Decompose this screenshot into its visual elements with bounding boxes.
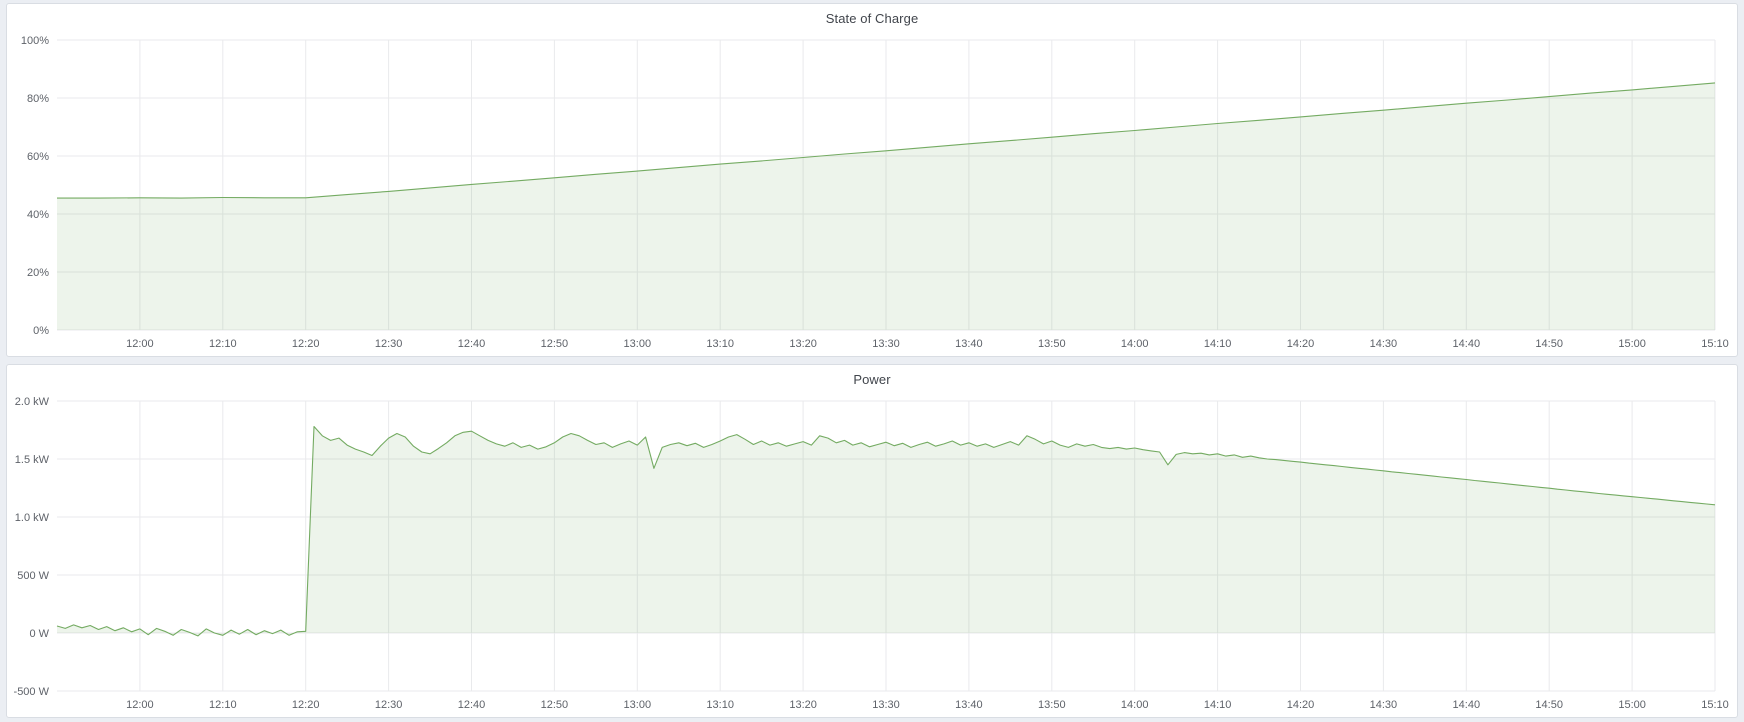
svg-text:13:50: 13:50 (1038, 699, 1066, 711)
series-area (57, 426, 1715, 636)
svg-text:20%: 20% (27, 267, 49, 279)
x-axis-labels: 12:00 12:10 12:20 12:30 12:40 12:50 13:00 13:10… (126, 338, 1729, 350)
svg-text:14:20: 14:20 (1287, 699, 1315, 711)
svg-text:13:30: 13:30 (872, 338, 900, 350)
svg-text:13:20: 13:20 (789, 338, 817, 350)
panel-title-state-of-charge[interactable]: State of Charge (825, 10, 919, 26)
svg-text:12:50: 12:50 (541, 338, 569, 350)
svg-text:100%: 100% (21, 35, 49, 47)
svg-text:13:40: 13:40 (955, 699, 983, 711)
svg-text:12:00: 12:00 (126, 338, 154, 350)
series-area (57, 82, 1715, 331)
series-line (57, 82, 1716, 199)
svg-text:14:20: 14:20 (1287, 338, 1315, 350)
svg-text:14:00: 14:00 (1121, 699, 1149, 711)
svg-text:80%: 80% (27, 93, 49, 105)
svg-text:14:10: 14:10 (1204, 338, 1232, 350)
svg-text:12:30: 12:30 (375, 699, 403, 711)
svg-text:12:10: 12:10 (209, 338, 237, 350)
svg-text:14:00: 14:00 (1121, 338, 1149, 350)
grid-lines (57, 400, 1716, 692)
svg-text:14:40: 14:40 (1453, 338, 1481, 350)
series-line (56, 425, 1716, 637)
svg-text:14:50: 14:50 (1535, 338, 1563, 350)
svg-text:15:00: 15:00 (1618, 338, 1646, 350)
state-of-charge-svg: 0%20%40%60%80%100%12:00 12:10 12:20 12:30 12… (21, 35, 1729, 350)
svg-text:14:40: 14:40 (1453, 699, 1481, 711)
svg-text:13:40: 13:40 (955, 338, 983, 350)
svg-text:1.5 kW: 1.5 kW (15, 454, 50, 466)
svg-text:13:30: 13:30 (872, 699, 900, 711)
svg-text:13:00: 13:00 (624, 699, 652, 711)
svg-text:13:10: 13:10 (706, 338, 734, 350)
svg-text:12:00: 12:00 (126, 699, 154, 711)
svg-text:14:50: 14:50 (1535, 699, 1563, 711)
svg-text:-500 W: -500 W (14, 686, 50, 698)
x-axis-labels: 12:00 12:10 12:20 12:30 12:40 12:50 13:00 13:10… (126, 699, 1729, 711)
svg-text:12:10: 12:10 (209, 699, 237, 711)
svg-text:14:30: 14:30 (1370, 699, 1398, 711)
svg-text:13:20: 13:20 (789, 699, 817, 711)
svg-text:12:50: 12:50 (541, 699, 569, 711)
svg-text:12:20: 12:20 (292, 338, 320, 350)
svg-text:60%: 60% (27, 151, 49, 163)
y-axis-labels: 0% 20% 40% 60% 80% 100% (21, 35, 49, 337)
svg-text:15:10: 15:10 (1701, 338, 1729, 350)
svg-text:14:10: 14:10 (1204, 699, 1232, 711)
svg-text:12:30: 12:30 (375, 338, 403, 350)
svg-text:0 W: 0 W (29, 628, 49, 640)
y-axis-labels: -500 W 0 W 500 W 1.0 kW 1.5 kW 2.0 kW (14, 396, 50, 698)
svg-text:12:40: 12:40 (458, 338, 486, 350)
svg-text:13:00: 13:00 (624, 338, 652, 350)
svg-text:13:10: 13:10 (706, 699, 734, 711)
state-of-charge-chart[interactable]: 0% 20% 40% 60% 80% 100% 12:00 12:10 12:20 12:30 12… (7, 32, 1737, 356)
svg-text:15:00: 15:00 (1618, 699, 1646, 711)
svg-text:12:20: 12:20 (292, 699, 320, 711)
svg-text:15:10: 15:10 (1701, 699, 1729, 711)
svg-text:1.0 kW: 1.0 kW (15, 512, 50, 524)
panel-title-power[interactable]: Power (853, 371, 891, 387)
svg-text:500 W: 500 W (17, 570, 49, 582)
grid-lines (57, 39, 1716, 331)
panel-state-of-charge: State of Charge 0% 20% 40% 60% 80% 100% 12:00 1… (6, 3, 1738, 357)
svg-text:13:50: 13:50 (1038, 338, 1066, 350)
svg-text:2.0 kW: 2.0 kW (15, 396, 50, 408)
svg-text:0%: 0% (33, 325, 49, 337)
svg-text:12:40: 12:40 (458, 699, 486, 711)
panel-power: Power -500 W 0 W 500 W 1.0 kW 1.5 kW 2.0 kW 12… (6, 364, 1738, 718)
svg-text:14:30: 14:30 (1370, 338, 1398, 350)
svg-text:40%: 40% (27, 209, 49, 221)
